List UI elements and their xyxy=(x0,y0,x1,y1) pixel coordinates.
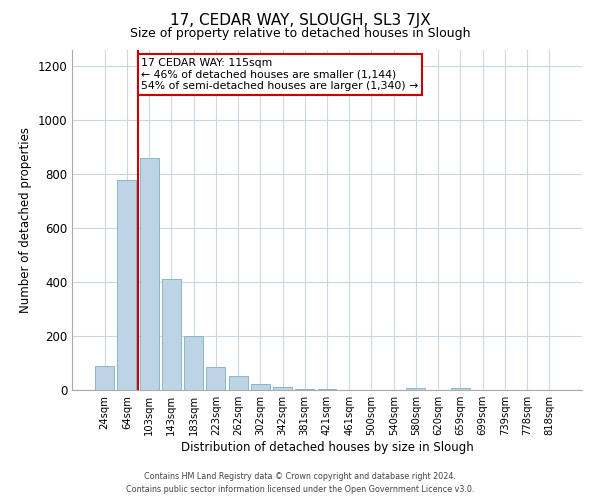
Text: 17 CEDAR WAY: 115sqm
← 46% of detached houses are smaller (1,144)
54% of semi-de: 17 CEDAR WAY: 115sqm ← 46% of detached h… xyxy=(142,58,419,92)
Bar xyxy=(95,366,114,390)
Bar xyxy=(118,180,136,390)
Bar xyxy=(140,158,158,390)
Bar xyxy=(206,367,225,390)
Text: Size of property relative to detached houses in Slough: Size of property relative to detached ho… xyxy=(130,28,470,40)
Bar xyxy=(406,388,425,390)
Bar xyxy=(229,376,248,390)
Bar xyxy=(184,336,203,390)
Text: Contains HM Land Registry data © Crown copyright and database right 2024.
Contai: Contains HM Land Registry data © Crown c… xyxy=(126,472,474,494)
Bar xyxy=(273,388,292,390)
Bar xyxy=(295,388,314,390)
Y-axis label: Number of detached properties: Number of detached properties xyxy=(19,127,32,313)
Text: 17, CEDAR WAY, SLOUGH, SL3 7JX: 17, CEDAR WAY, SLOUGH, SL3 7JX xyxy=(170,12,430,28)
Bar xyxy=(162,280,181,390)
Bar xyxy=(251,384,270,390)
X-axis label: Distribution of detached houses by size in Slough: Distribution of detached houses by size … xyxy=(181,441,473,454)
Bar xyxy=(451,388,470,390)
